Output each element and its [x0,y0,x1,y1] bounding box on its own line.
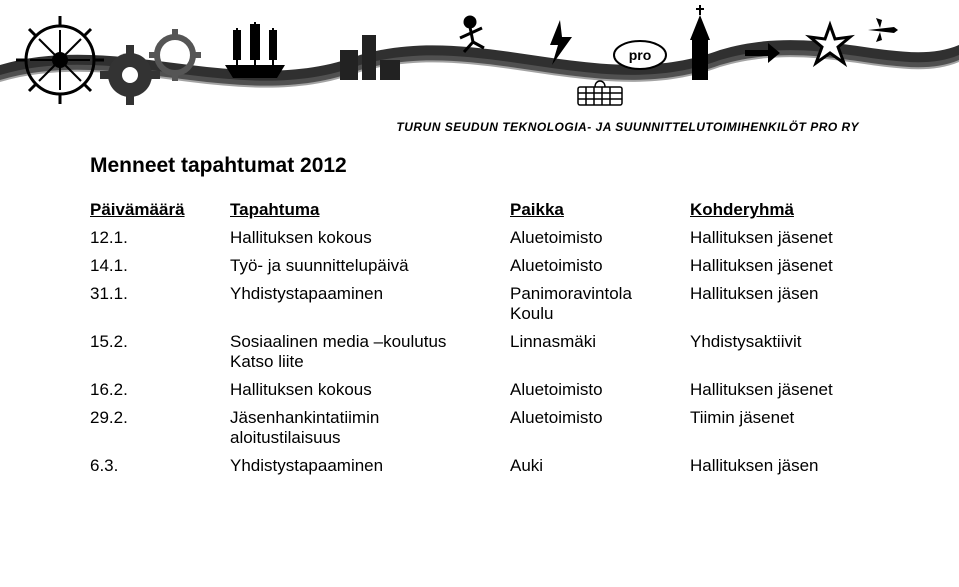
page-title: Menneet tapahtumat 2012 [90,154,869,178]
page-content: Menneet tapahtumat 2012 Päivämäärä Tapah… [0,134,959,480]
table-cell: Työ- ja suunnittelupäivä [230,252,510,280]
table-cell: Hallituksen jäsenet [690,376,869,404]
organization-name: TURUN SEUDUN TEKNOLOGIA- JA SUUNNITTELUT… [0,120,959,134]
table-cell: Yhdistystapaaminen [230,280,510,328]
table-cell: 14.1. [90,252,230,280]
table-cell: Yhdistystapaaminen [230,452,510,480]
table-row: 15.2.Sosiaalinen media –koulutusKatso li… [90,328,869,376]
table-cell: 29.2. [90,404,230,452]
header-banner: pro [0,0,959,120]
table-row: 12.1.Hallituksen kokousAluetoimistoHalli… [90,224,869,252]
table-cell: 31.1. [90,280,230,328]
table-cell: Aluetoimisto [510,224,690,252]
table-cell: Aluetoimisto [510,252,690,280]
col-header-date: Päivämäärä [90,196,230,224]
table-cell: Hallituksen kokous [230,376,510,404]
table-cell: 6.3. [90,452,230,480]
table-cell: 12.1. [90,224,230,252]
table-cell: Aluetoimisto [510,404,690,452]
table-cell: PanimoravintolaKoulu [510,280,690,328]
table-header-row: Päivämäärä Tapahtuma Paikka Kohderyhmä [90,196,869,224]
col-header-event: Tapahtuma [230,196,510,224]
events-table: Päivämäärä Tapahtuma Paikka Kohderyhmä 1… [90,196,869,480]
table-cell: Jäsenhankintatiiminaloitustilaisuus [230,404,510,452]
table-row: 29.2.Jäsenhankintatiiminaloitustilaisuus… [90,404,869,452]
table-cell: Tiimin jäsenet [690,404,869,452]
table-cell: Yhdistysaktiivit [690,328,869,376]
table-cell: Hallituksen jäsen [690,280,869,328]
col-header-place: Paikka [510,196,690,224]
table-row: 31.1.YhdistystapaaminenPanimoravintolaKo… [90,280,869,328]
table-cell: Hallituksen jäsenet [690,252,869,280]
svg-text:pro: pro [629,47,652,63]
table-cell: Aluetoimisto [510,376,690,404]
table-cell: 15.2. [90,328,230,376]
table-row: 16.2.Hallituksen kokousAluetoimistoHalli… [90,376,869,404]
table-cell: 16.2. [90,376,230,404]
table-row: 6.3.YhdistystapaaminenAukiHallituksen jä… [90,452,869,480]
table-cell: Hallituksen jäsenet [690,224,869,252]
table-row: 14.1.Työ- ja suunnittelupäiväAluetoimist… [90,252,869,280]
col-header-target: Kohderyhmä [690,196,869,224]
table-cell: Hallituksen kokous [230,224,510,252]
table-cell: Sosiaalinen media –koulutusKatso liite [230,328,510,376]
table-cell: Linnasmäki [510,328,690,376]
table-cell: Hallituksen jäsen [690,452,869,480]
table-cell: Auki [510,452,690,480]
